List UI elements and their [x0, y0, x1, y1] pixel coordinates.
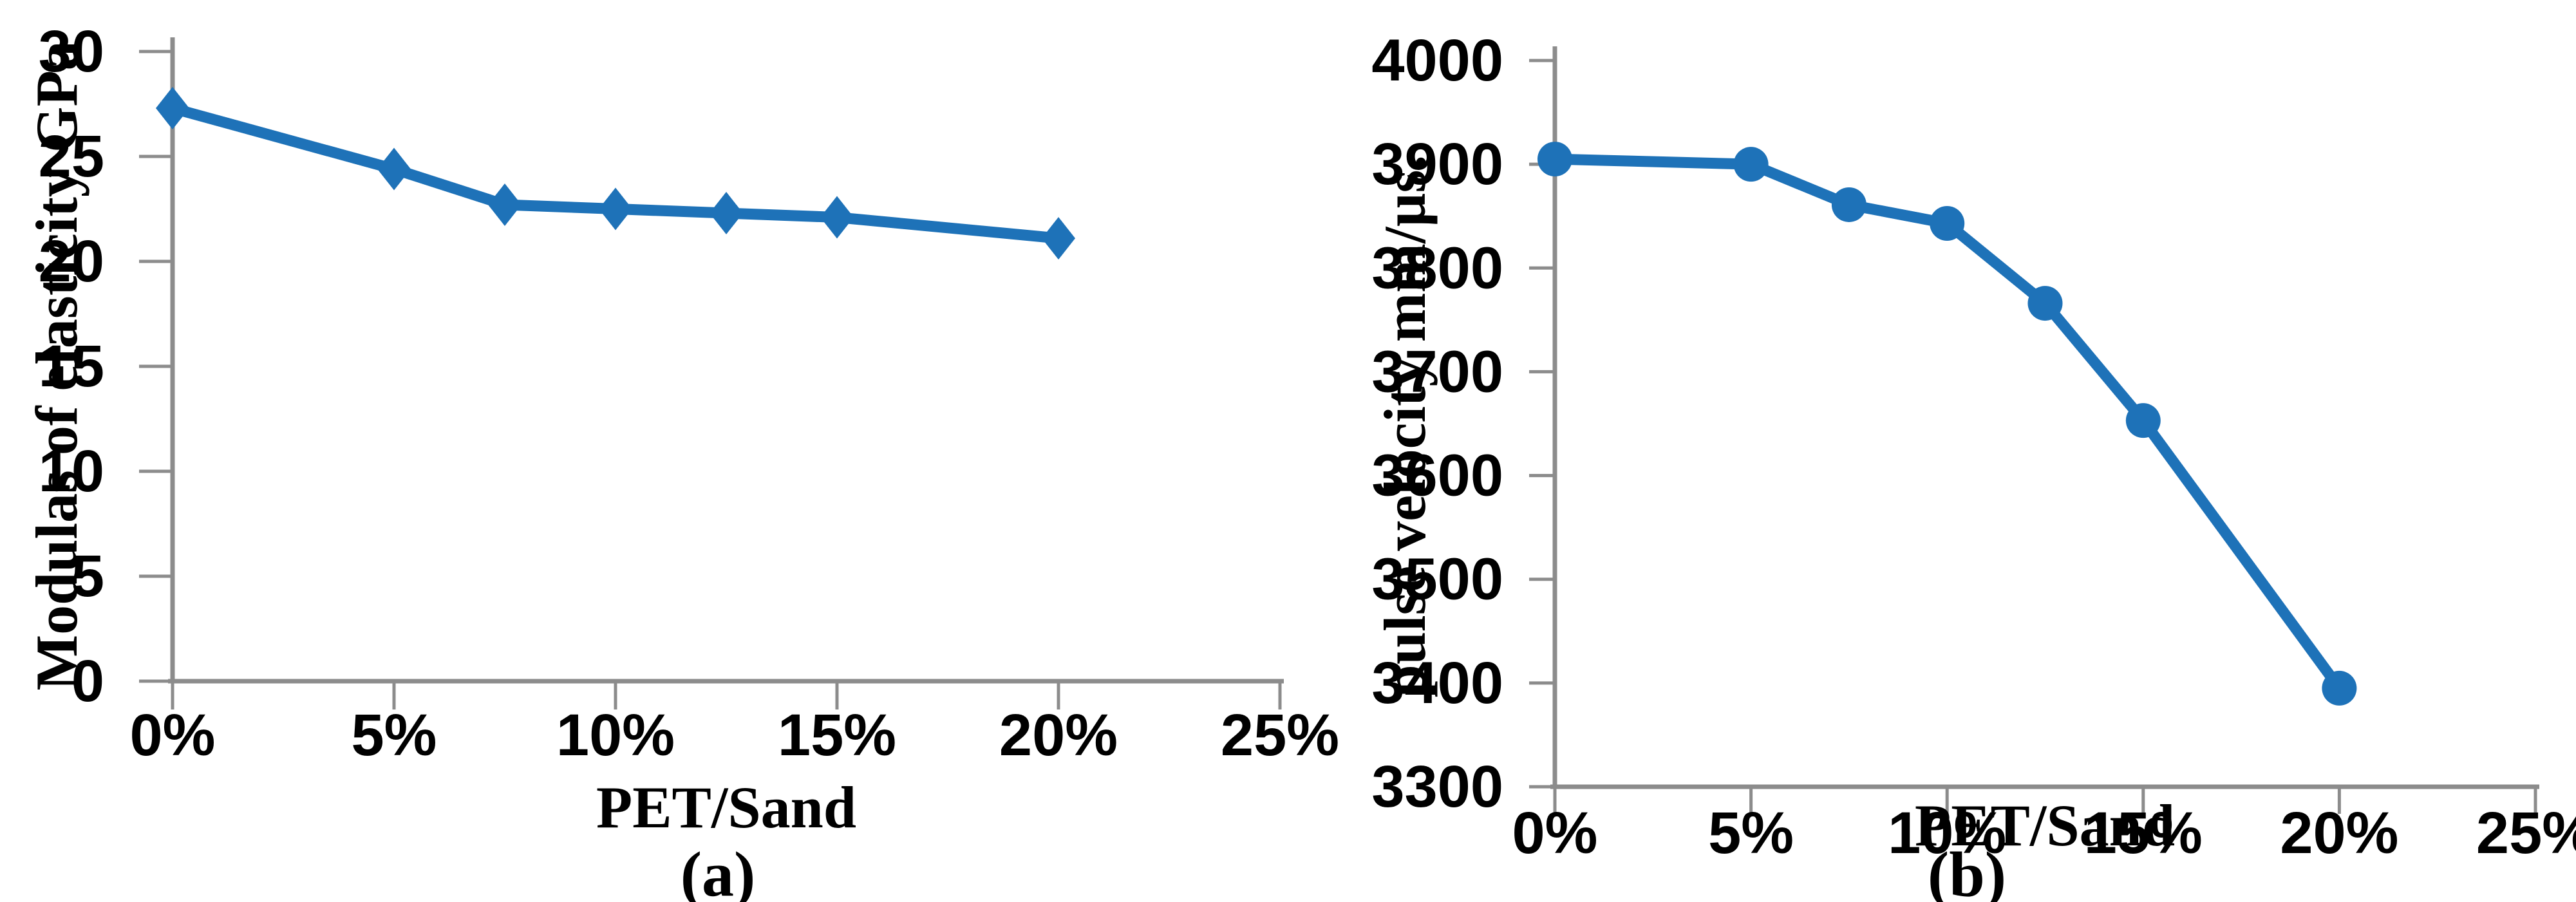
diamond-marker	[599, 187, 632, 230]
y-tick-label: 3900	[1371, 131, 1503, 197]
y-tick-label: 20	[39, 229, 104, 294]
x-tick-label: 10%	[556, 702, 675, 768]
x-axis-title: PET/Sand	[596, 775, 856, 840]
circle-marker	[2125, 403, 2161, 438]
y-tick-label: 3700	[1371, 339, 1503, 404]
x-tick-label: 15%	[2084, 800, 2203, 866]
x-tick-label: 0%	[130, 702, 216, 768]
diamond-marker	[488, 183, 522, 226]
circle-marker	[1930, 205, 1965, 241]
y-tick-label: 4000	[1371, 28, 1503, 93]
y-tick-label: 3600	[1371, 443, 1503, 509]
diamond-marker	[820, 196, 854, 239]
y-tick-label: 3400	[1371, 650, 1503, 716]
circle-marker	[1831, 187, 1866, 222]
y-tick-label: 3500	[1371, 547, 1503, 612]
x-tick-label: 5%	[352, 702, 437, 768]
x-tick-label: 20%	[999, 702, 1118, 768]
chart-panel-b: 3300 3400 3500 3600 3700 3800 3900 4000 0% 5% 10% 1…	[1371, 28, 2576, 902]
x-tick-label: 5%	[1708, 800, 1794, 866]
diamond-marker	[1042, 217, 1075, 260]
y-tick-label: 15	[39, 334, 104, 399]
y-tick-label: 3800	[1371, 235, 1503, 301]
x-tick-label: 25%	[1221, 702, 1339, 768]
y-axis-title: pulse velocity mm/µs.	[1372, 155, 1438, 698]
y-tick-label: 25	[39, 124, 104, 189]
y-tick-label: 10	[39, 438, 104, 504]
diamond-marker	[377, 147, 411, 191]
x-tick-label: 20%	[2280, 800, 2398, 866]
y-tick-label: 30	[39, 19, 104, 84]
diamond-marker	[156, 87, 189, 130]
x-tick-label: 0%	[1512, 800, 1598, 866]
y-tick-label: 5	[71, 543, 104, 609]
diamond-marker	[710, 192, 743, 235]
circle-marker	[1733, 147, 1769, 182]
x-axis-title: PET/Sand	[1915, 793, 2175, 858]
chart-panel-a: 0 5 10 15 20 25 30 0% 5% 10% 15% 20% 25% Modulas of e…	[24, 19, 1339, 902]
circle-marker	[2322, 670, 2357, 706]
y-tick-label: 3300	[1371, 754, 1503, 820]
x-tick-label: 25%	[2476, 800, 2576, 866]
circle-marker	[2027, 286, 2063, 321]
x-tick-label: 10%	[1888, 800, 2006, 866]
y-axis-title: Modulas of elasticity GPa	[24, 41, 89, 690]
panel-caption: (b)	[1928, 839, 2006, 902]
panel-caption: (a)	[681, 839, 756, 902]
x-tick-label: 15%	[778, 702, 896, 768]
circle-marker	[1537, 142, 1572, 177]
y-tick-label: 0	[71, 648, 104, 714]
